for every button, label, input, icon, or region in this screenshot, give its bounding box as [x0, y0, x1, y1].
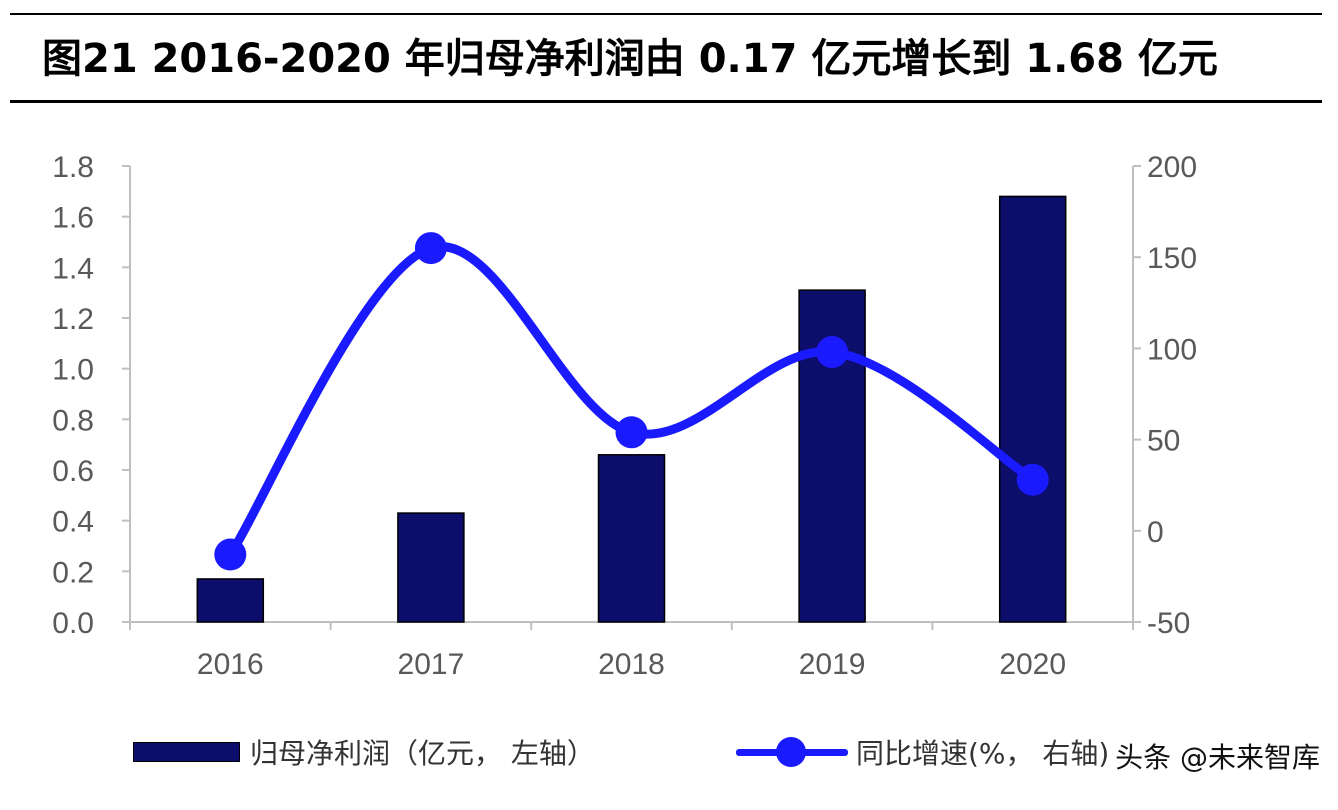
- left-tick-label: 0.8: [52, 404, 94, 437]
- watermark: 头条 @未来智库: [1115, 741, 1320, 774]
- growth-point: [1016, 463, 1049, 496]
- chart-title: 图21 2016-2020 年归母净利润由 0.17 亿元增长到 1.68 亿元: [42, 36, 1218, 82]
- left-tick-label: 1.2: [52, 303, 94, 336]
- left-tick-label: 1.0: [52, 354, 94, 387]
- x-tick-label: 2016: [197, 648, 264, 681]
- right-tick-label: 200: [1147, 151, 1197, 184]
- right-tick-label: 0: [1147, 516, 1164, 549]
- bar-series: [196, 195, 1067, 623]
- right-tick-label: 100: [1147, 333, 1197, 366]
- legend-item-profit: 归母净利润（亿元， 左轴）: [133, 728, 595, 776]
- left-tick-label: 1.4: [52, 252, 94, 285]
- growth-point: [214, 538, 247, 571]
- line-series: [214, 232, 1049, 571]
- legend-line-label: 同比增速(%， 右轴): [856, 737, 1110, 770]
- growth-point: [816, 336, 849, 369]
- x-tick-label: 2019: [799, 648, 866, 681]
- right-tick-label: 150: [1147, 242, 1197, 275]
- x-tick-label: 2018: [598, 648, 665, 681]
- x-tick-label: 2020: [999, 648, 1066, 681]
- bar: [397, 512, 465, 623]
- right-tick-label: -50: [1147, 607, 1190, 640]
- axis-labels: 0.0 0.2 0.4 0.6 0.8 1.0 1.2 1.4 1.6 1.8 -50 0 50 100 1…: [52, 151, 1197, 681]
- legend-item-growth: 同比增速(%， 右轴): [736, 728, 1109, 776]
- left-tick-label: 0.4: [52, 506, 94, 539]
- bar: [196, 578, 265, 623]
- bar: [597, 454, 666, 623]
- right-tick-label: 50: [1147, 425, 1180, 458]
- left-tick-label: 0.6: [52, 455, 94, 488]
- title-rule-bottom: [10, 100, 1322, 103]
- title-rule-top: [10, 13, 1322, 15]
- legend-line-swatch: [736, 732, 848, 772]
- growth-point: [414, 232, 447, 265]
- x-tick-label: 2017: [398, 648, 465, 681]
- growth-line: [225, 242, 1038, 560]
- left-tick-label: 0.2: [52, 556, 94, 589]
- growth-point: [615, 416, 648, 449]
- left-tick-label: 1.8: [52, 151, 94, 184]
- legend-bar-swatch: [133, 742, 240, 762]
- left-tick-label: 1.6: [52, 202, 94, 235]
- bar: [998, 195, 1067, 623]
- legend-bar-label: 归母净利润（亿元， 左轴）: [250, 737, 595, 770]
- left-tick-label: 0.0: [52, 607, 94, 640]
